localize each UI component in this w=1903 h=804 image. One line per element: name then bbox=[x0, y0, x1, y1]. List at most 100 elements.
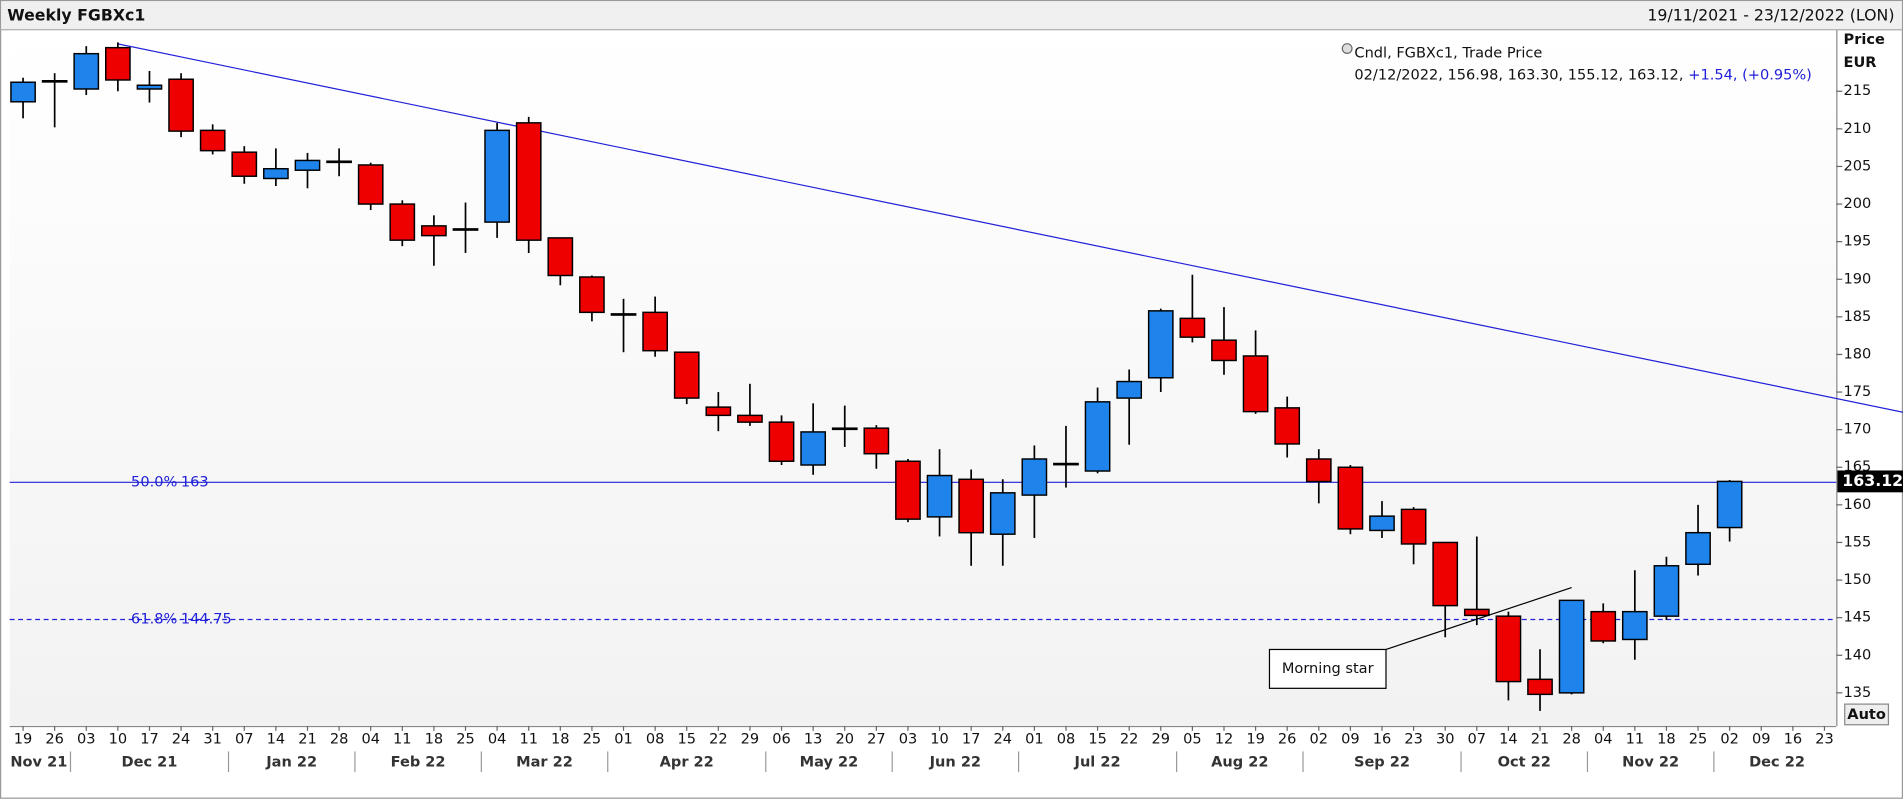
x-tick-label: 17 bbox=[962, 730, 981, 747]
candle-body bbox=[1211, 339, 1237, 362]
x-tick-label: 18 bbox=[425, 730, 444, 747]
y-tick-label: 145 bbox=[1844, 609, 1872, 626]
y-tick-label: 215 bbox=[1844, 82, 1872, 99]
candle-body bbox=[1400, 508, 1427, 545]
candle-body bbox=[1242, 355, 1269, 413]
candle-body bbox=[705, 406, 732, 417]
x-tick-label: 14 bbox=[1499, 730, 1518, 747]
x-tick-label: 02 bbox=[1720, 730, 1739, 747]
x-tick-label: 23 bbox=[1404, 730, 1423, 747]
y-tick-label: 170 bbox=[1844, 421, 1872, 438]
x-tick-label: 17 bbox=[140, 730, 159, 747]
candle-body bbox=[989, 492, 1016, 535]
x-tick-label: 26 bbox=[45, 730, 64, 747]
month-label: Nov 22 bbox=[1622, 753, 1679, 770]
x-tick-label: 07 bbox=[1468, 730, 1487, 747]
x-tick-label: 21 bbox=[1531, 730, 1550, 747]
x-tick-label: 16 bbox=[1373, 730, 1392, 747]
x-tick-label: 05 bbox=[1183, 730, 1202, 747]
legend-icon bbox=[1341, 43, 1353, 55]
month-label: Jun 22 bbox=[929, 753, 981, 770]
candle-body bbox=[1527, 678, 1553, 696]
x-tick-label: 25 bbox=[456, 730, 475, 747]
candle-body bbox=[1084, 401, 1111, 472]
x-tick-label: 24 bbox=[994, 730, 1013, 747]
candle-body bbox=[1621, 610, 1648, 641]
candle-body bbox=[1432, 541, 1459, 607]
x-tick-label: 26 bbox=[1278, 730, 1297, 747]
candle-body bbox=[1463, 608, 1490, 617]
x-tick-label: 03 bbox=[77, 730, 96, 747]
annotation-box bbox=[1268, 648, 1387, 689]
candle-body bbox=[199, 129, 226, 152]
candle-body bbox=[105, 46, 131, 81]
x-tick-label: 22 bbox=[709, 730, 728, 747]
x-tick-label: 12 bbox=[1215, 730, 1234, 747]
candle-body bbox=[515, 122, 542, 241]
level-value: 144.75 bbox=[181, 611, 232, 628]
x-tick-label: 21 bbox=[298, 730, 317, 747]
x-tick-label: 01 bbox=[614, 730, 633, 747]
level-value: 163 bbox=[181, 473, 209, 490]
candle-body bbox=[326, 160, 352, 164]
x-tick-label: 04 bbox=[488, 730, 507, 747]
x-tick-label: 15 bbox=[677, 730, 696, 747]
x-tick-label: 10 bbox=[930, 730, 949, 747]
x-tick-label: 18 bbox=[1657, 730, 1676, 747]
x-tick-label: 14 bbox=[267, 730, 286, 747]
axis-unit: EUR bbox=[1844, 54, 1877, 71]
candle-body bbox=[547, 237, 574, 277]
candle-body bbox=[737, 414, 763, 423]
candle-body bbox=[1021, 458, 1048, 496]
auto-button[interactable]: Auto bbox=[1844, 703, 1890, 726]
candle-body bbox=[1590, 610, 1617, 642]
x-tick-label: 11 bbox=[393, 730, 412, 747]
axis-title: Price bbox=[1844, 31, 1885, 48]
month-label: Jan 22 bbox=[265, 753, 317, 770]
candle-body bbox=[895, 460, 921, 520]
candle-body bbox=[1558, 599, 1585, 694]
x-tick-label: 25 bbox=[1689, 730, 1708, 747]
x-tick-label: 08 bbox=[646, 730, 665, 747]
candle-body bbox=[1179, 317, 1206, 338]
month-label: Mar 22 bbox=[516, 753, 573, 770]
auto-button-label[interactable]: Auto bbox=[1847, 706, 1886, 723]
x-tick-label: 08 bbox=[1057, 730, 1076, 747]
candle-body bbox=[673, 351, 700, 399]
last-price-label: 163.12 bbox=[1842, 471, 1903, 490]
y-tick-label: 195 bbox=[1844, 233, 1872, 250]
level-label: 50.0% 163 bbox=[131, 473, 209, 490]
x-tick-label: 19 bbox=[1246, 730, 1265, 747]
x-tick-label: 07 bbox=[235, 730, 254, 747]
month-label: Aug 22 bbox=[1211, 753, 1268, 770]
month-label: Dec 21 bbox=[122, 753, 178, 770]
x-tick-label: 25 bbox=[583, 730, 602, 747]
candle-body bbox=[484, 129, 510, 223]
x-tick-label: 23 bbox=[1815, 730, 1834, 747]
candle-body bbox=[357, 164, 384, 205]
y-tick-label: 175 bbox=[1844, 383, 1872, 400]
x-tick-label: 04 bbox=[361, 730, 380, 747]
y-tick-label: 180 bbox=[1844, 345, 1872, 362]
candle-body bbox=[926, 474, 953, 518]
legend-name: Cndl, FGBXc1, Trade Price bbox=[1354, 44, 1542, 61]
y-tick-label: 205 bbox=[1844, 157, 1872, 174]
legend-ohlc: 02/12/2022, 156.98, 163.30, 155.12, 163.… bbox=[1354, 66, 1811, 83]
candle-body bbox=[1653, 565, 1680, 617]
x-tick-label: 30 bbox=[1436, 730, 1455, 747]
candle-body bbox=[863, 427, 890, 455]
chart-title: Weekly FGBXc1 bbox=[7, 5, 145, 24]
candle-body bbox=[294, 159, 321, 171]
y-tick-label: 210 bbox=[1844, 120, 1872, 137]
candle-body bbox=[41, 80, 68, 83]
candle-body bbox=[389, 203, 416, 241]
x-tick-label: 11 bbox=[1626, 730, 1645, 747]
x-tick-label: 03 bbox=[899, 730, 918, 747]
month-label: Dec 22 bbox=[1749, 753, 1805, 770]
x-tick-label: 11 bbox=[519, 730, 538, 747]
x-tick-label: 28 bbox=[1562, 730, 1581, 747]
y-tick-label: 185 bbox=[1844, 308, 1872, 325]
month-label: Feb 22 bbox=[391, 753, 446, 770]
candle-body bbox=[1147, 310, 1174, 379]
